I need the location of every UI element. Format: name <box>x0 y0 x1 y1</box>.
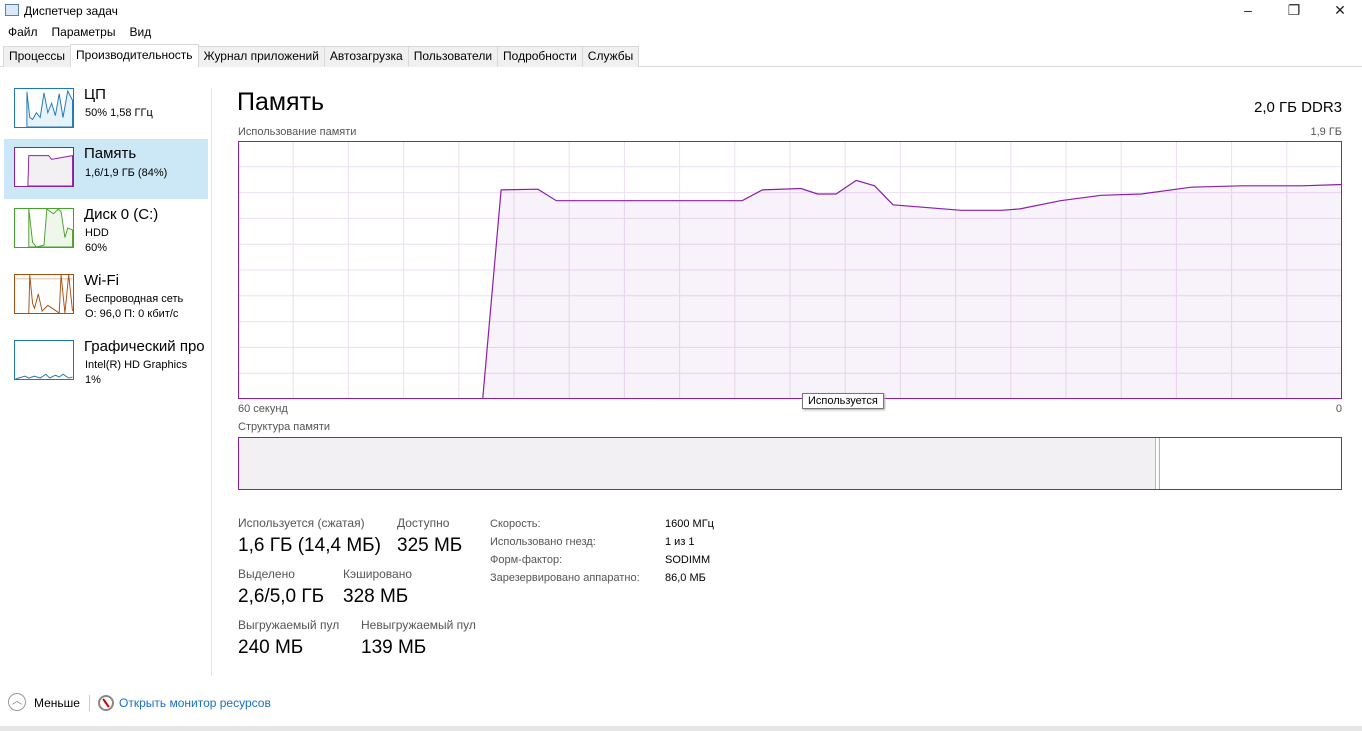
usage-chart-label: Использование памяти <box>238 126 357 138</box>
tab-divider <box>0 66 1362 67</box>
taskbar-edge <box>0 726 1362 731</box>
free-segment[interactable] <box>1161 438 1341 489</box>
footer-divider <box>89 695 90 711</box>
chart-border <box>238 141 1342 399</box>
sidebar-item-memory[interactable]: Память 1,6/1,9 ГБ (84%) <box>4 139 208 199</box>
task-manager-icon <box>5 4 19 16</box>
tab-performance[interactable]: Производительность <box>70 44 199 67</box>
sidebar-item-gpu[interactable]: Графический про Intel(R) HD Graphics 1% <box>4 332 208 392</box>
sidebar-item-wifi[interactable]: Wi-Fi Беспроводная сеть О: 96,0 П: 0 кби… <box>4 266 208 326</box>
gpu-model: Intel(R) HD Graphics <box>85 359 188 371</box>
tab-bar: Процессы Производительность Журнал прило… <box>3 44 640 67</box>
wifi-label: Wi-Fi <box>84 272 119 289</box>
menu-view[interactable]: Вид <box>129 25 152 39</box>
maximize-button[interactable]: ❐ <box>1287 2 1301 18</box>
tab-app-history[interactable]: Журнал приложений <box>197 46 325 67</box>
close-button[interactable]: ✕ <box>1334 2 1346 18</box>
gpu-label: Графический про <box>84 338 205 355</box>
wifi-throughput: О: 96,0 П: 0 кбит/с <box>85 308 179 320</box>
cpu-thumbnail-graph <box>14 88 74 128</box>
minimize-button[interactable]: – <box>1244 2 1252 18</box>
sidebar-item-cpu[interactable]: ЦП 50% 1,58 ГГц <box>4 80 208 140</box>
tooltip: Используется <box>802 393 884 409</box>
cpu-label: ЦП <box>84 86 106 103</box>
tab-users[interactable]: Пользователи <box>407 46 499 67</box>
paged-pool-label: Выгружаемый пул <box>238 618 340 632</box>
cached-label: Кэшировано <box>343 567 413 581</box>
speed-row: Скорость: 1600 МГц <box>490 518 714 530</box>
hw-reserved-row: Зарезервировано аппаратно: 86,0 МБ <box>490 572 706 584</box>
committed-value: 2,6/5,0 ГБ <box>238 586 325 607</box>
tab-startup[interactable]: Автозагрузка <box>323 46 409 67</box>
memory-thumbnail-graph <box>14 147 74 187</box>
menu-bar: Файл Параметры Вид <box>8 25 151 39</box>
nonpaged-pool-value: 139 МБ <box>361 637 427 658</box>
memory-usage-chart <box>238 141 1342 399</box>
modified-segment[interactable] <box>1158 438 1160 489</box>
disk-thumbnail-graph <box>14 208 74 248</box>
available-value: 325 МБ <box>397 535 463 556</box>
wifi-thumbnail-graph <box>14 274 74 314</box>
sidebar-divider <box>211 88 212 676</box>
open-resource-monitor-link[interactable]: Открыть монитор ресурсов <box>119 696 271 710</box>
wifi-type: Беспроводная сеть <box>85 293 184 305</box>
structure-label: Структура памяти <box>238 421 331 433</box>
in-use-segment[interactable] <box>239 438 1156 489</box>
resource-monitor-icon <box>98 695 114 711</box>
menu-options[interactable]: Параметры <box>51 25 116 39</box>
page-title: Память <box>237 88 325 116</box>
used-label: Используется (сжатая) <box>238 516 365 530</box>
disk-type: HDD <box>85 227 109 239</box>
committed-label: Выделено <box>238 567 295 581</box>
memory-structure-bar <box>238 437 1342 490</box>
usage-line <box>482 179 1342 399</box>
disk-usage: 60% <box>85 242 108 254</box>
nonpaged-pool-label: Невыгружаемый пул <box>361 618 476 632</box>
usage-chart-max: 1,9 ГБ <box>1310 126 1342 138</box>
memory-label: Память <box>84 145 137 162</box>
available-label: Доступно <box>397 516 450 530</box>
memory-properties: Скорость: 1600 МГц Использовано гнезд: 1 и… <box>490 515 714 587</box>
paged-pool-value: 240 МБ <box>238 637 304 658</box>
form-factor-row: Форм-фактор: SODIMM <box>490 554 711 566</box>
tab-services[interactable]: Службы <box>581 46 640 67</box>
tab-details[interactable]: Подробности <box>497 46 583 67</box>
sidebar-item-disk[interactable]: Диск 0 (C:) HDD 60% <box>4 200 208 260</box>
chevron-up-icon[interactable]: ︿ <box>8 693 26 711</box>
slots-row: Использовано гнезд: 1 из 1 <box>490 536 695 548</box>
fewer-details-button[interactable]: Меньше <box>34 696 80 710</box>
tab-processes[interactable]: Процессы <box>3 46 72 67</box>
used-value: 1,6 ГБ (14,4 МБ) <box>238 535 381 556</box>
gpu-thumbnail-graph <box>14 340 74 380</box>
x-axis-right-label: 0 <box>1335 403 1342 415</box>
cpu-usage: 50% 1,58 ГГц <box>85 107 153 119</box>
menu-file[interactable]: Файл <box>8 25 38 39</box>
disk-label: Диск 0 (C:) <box>84 206 159 223</box>
memory-capacity: 2,0 ГБ DDR3 <box>1254 99 1342 116</box>
gpu-usage: 1% <box>85 374 101 386</box>
usage-area <box>482 180 1342 399</box>
window-title: Диспетчер задач <box>24 4 118 18</box>
memory-usage: 1,6/1,9 ГБ (84%) <box>85 167 168 179</box>
x-axis-left-label: 60 секунд <box>238 403 288 415</box>
cached-value: 328 МБ <box>343 586 409 607</box>
